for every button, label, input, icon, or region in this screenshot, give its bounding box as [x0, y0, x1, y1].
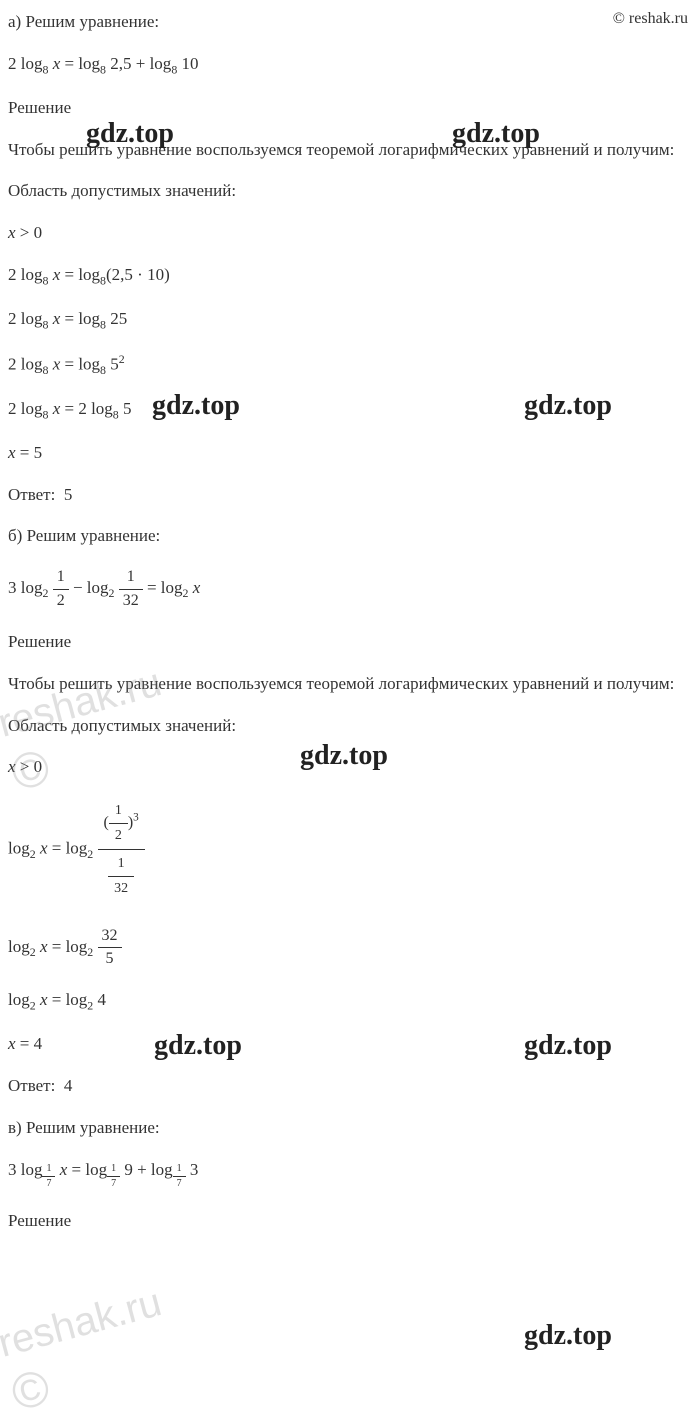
watermark-reshak: reshak.ru©: [0, 1280, 181, 1423]
answer-a: Ответ: 5: [8, 483, 690, 507]
b-result: x = 4: [8, 1032, 690, 1056]
b-s1-exp: 3: [133, 812, 139, 824]
c-bd3: 7: [173, 1177, 186, 1191]
part-b-heading: б) Решим уравнение:: [8, 524, 690, 548]
watermark-gdz: gdz.top: [524, 1320, 612, 1352]
b-frac2-den: 32: [119, 590, 143, 612]
copyright: © reshak.ru: [613, 10, 688, 28]
b-s1-bd: 32: [108, 877, 134, 901]
solution-label-c: Решение: [8, 1209, 690, 1233]
part-c-label: в): [8, 1118, 22, 1137]
answer-b-val: 4: [64, 1076, 73, 1095]
solve-text-c: Решим уравнение:: [26, 1118, 160, 1137]
part-a-equation: 2 log8 x = log8 2,5 + log8 10: [8, 52, 690, 78]
b-step1: log2 x = log2 (12)3 132: [8, 797, 690, 902]
domain-label-a: Область допустимых значений:: [8, 179, 690, 203]
answer-label: Ответ:: [8, 485, 55, 504]
solve-text-b: Решим уравнение:: [27, 526, 161, 545]
domain-cond-a: x > 0: [8, 221, 690, 245]
answer-label-b: Ответ:: [8, 1076, 55, 1095]
part-b-equation: 3 log2 12 − log2 132 = log2 x: [8, 566, 690, 612]
answer-b: Ответ: 4: [8, 1074, 690, 1098]
b-step2: log2 x = log2 325: [8, 925, 690, 971]
b-frac1-num: 1: [53, 566, 69, 589]
solve-text: Решим уравнение:: [25, 12, 159, 31]
c-bd2: 7: [107, 1177, 120, 1191]
part-c-heading: в) Решим уравнение:: [8, 1116, 690, 1140]
b-s1-tn: 1: [109, 799, 128, 824]
part-c-equation: 3 log17 x = log17 9 + log17 3: [8, 1158, 690, 1191]
a-step1: 2 log8 x = log8(2,5 · 10): [8, 263, 690, 289]
b-s1-bn: 1: [108, 852, 134, 877]
b-frac2-num: 1: [119, 566, 143, 589]
a-result: x = 5: [8, 441, 690, 465]
a-step4: 2 log8 x = 2 log8 5: [8, 397, 690, 423]
theorem-text-a: Чтобы решить уравнение воспользуемся тео…: [8, 138, 690, 162]
b-s1-td: 2: [109, 824, 128, 848]
domain-cond-b: x > 0: [8, 755, 690, 779]
b-step3: log2 x = log2 4: [8, 988, 690, 1014]
b-s2-d: 5: [98, 948, 122, 970]
c-bn3: 1: [173, 1162, 186, 1177]
solution-label-a: Решение: [8, 96, 690, 120]
a-step3: 2 log8 x = log8 52: [8, 351, 690, 379]
domain-label-b: Область допустимых значений:: [8, 714, 690, 738]
theorem-text-b: Чтобы решить уравнение воспользуемся тео…: [8, 672, 690, 696]
answer-a-val: 5: [64, 485, 73, 504]
solution-label-b: Решение: [8, 630, 690, 654]
b-frac1-den: 2: [53, 590, 69, 612]
a-step2: 2 log8 x = log8 25: [8, 307, 690, 333]
c-bn1: 1: [42, 1162, 55, 1177]
part-b-label: б): [8, 526, 22, 545]
b-s2-n: 32: [98, 925, 122, 948]
part-a-heading: а) Решим уравнение:: [8, 10, 690, 34]
c-bd1: 7: [42, 1177, 55, 1191]
part-a-label: а): [8, 12, 21, 31]
c-bn2: 1: [107, 1162, 120, 1177]
